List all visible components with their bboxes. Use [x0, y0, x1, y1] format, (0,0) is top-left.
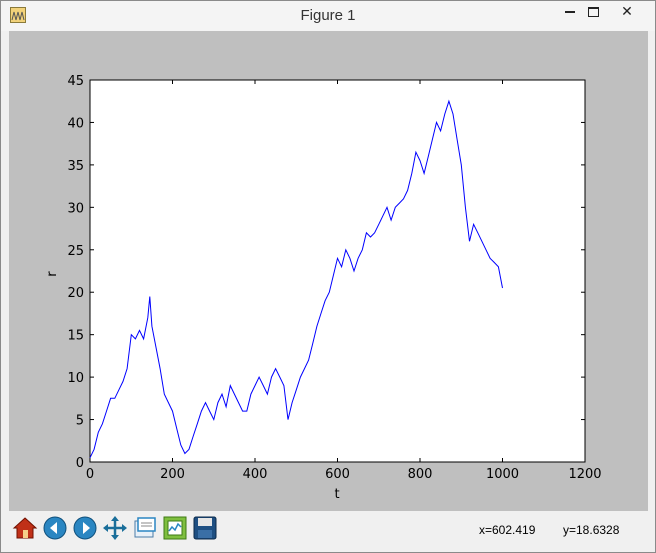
y-tick-labels: 0 5 10 15 20 25 30 35 40 45: [67, 74, 84, 471]
y-tick-label: 45: [67, 74, 84, 89]
x-tick-label: 0: [86, 467, 94, 482]
y-axis-label: r: [45, 271, 60, 277]
save-button[interactable]: [191, 514, 219, 542]
maximize-icon: [587, 7, 599, 17]
axis-ticks: [89, 79, 586, 463]
zoom-button[interactable]: [131, 514, 159, 542]
x-tick-label: 1200: [568, 467, 601, 482]
wave-icon: [11, 11, 25, 21]
close-icon: ✕: [621, 4, 633, 20]
forward-arrow-icon: [73, 516, 97, 540]
axes-background: [89, 79, 586, 463]
x-axis-label: t: [334, 487, 339, 502]
y-tick-label: 30: [67, 201, 84, 216]
series-line: [89, 99, 503, 459]
x-tick-labels: 0 200 400 600 800 1000 1200: [86, 467, 602, 482]
navigation-toolbar: x=602.419 y=18.6328: [9, 511, 648, 547]
subplots-config-icon: [163, 516, 187, 540]
minimize-button[interactable]: [556, 1, 584, 23]
y-tick-label: 5: [76, 414, 84, 429]
pan-button[interactable]: [101, 514, 129, 542]
forward-button[interactable]: [71, 514, 99, 542]
x-tick-label: 200: [160, 467, 185, 482]
title-bar[interactable]: Figure 1 ✕: [1, 1, 655, 31]
home-button[interactable]: [11, 514, 39, 542]
line-plot[interactable]: 0 200 400 600 800 1000 1200 0 5 10 15 20 25 30 35 40 45…: [9, 31, 648, 511]
maximize-button[interactable]: [579, 1, 607, 23]
x-tick-label: 600: [325, 467, 350, 482]
y-tick-label: 35: [67, 159, 84, 174]
data-series: [89, 99, 503, 459]
y-tick-label: 0: [76, 456, 84, 471]
y-tick-label: 10: [67, 371, 84, 386]
window-title: Figure 1: [300, 7, 356, 24]
minimize-icon: [565, 11, 575, 13]
y-coordinate-readout: y=18.6328: [563, 523, 620, 537]
close-button[interactable]: ✕: [613, 1, 641, 23]
y-tick-label: 20: [67, 286, 84, 301]
figure-canvas[interactable]: 0 200 400 600 800 1000 1200 0 5 10 15 20 25 30 35 40 45…: [9, 31, 648, 511]
back-arrow-icon: [43, 516, 67, 540]
y-tick-label: 15: [67, 329, 84, 344]
subplots-button[interactable]: [161, 514, 189, 542]
y-tick-label: 25: [67, 244, 84, 259]
x-tick-label: 800: [408, 467, 433, 482]
x-tick-label: 400: [243, 467, 268, 482]
matplotlib-app-icon: [10, 7, 26, 23]
floppy-save-icon: [193, 516, 217, 540]
pan-move-icon: [103, 516, 127, 540]
x-tick-label: 1000: [486, 467, 519, 482]
back-button[interactable]: [41, 514, 69, 542]
zoom-rect-icon: [134, 517, 156, 538]
y-tick-label: 40: [67, 116, 84, 131]
home-icon: [12, 517, 38, 539]
x-coordinate-readout: x=602.419: [479, 523, 536, 537]
